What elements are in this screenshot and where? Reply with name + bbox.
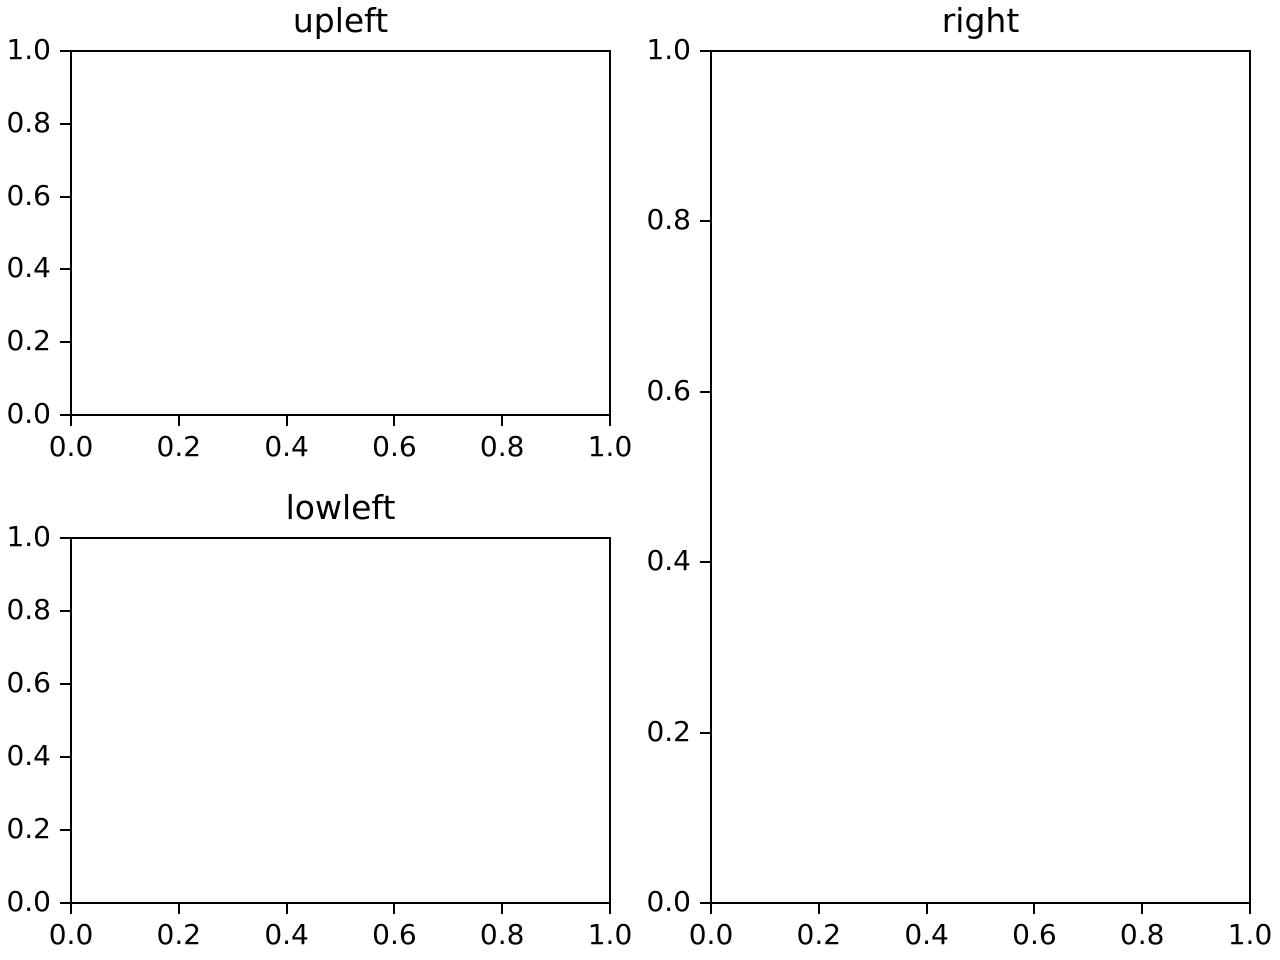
y-tick-label: 0.8: [6, 105, 51, 139]
subplot-lowleft-plot-area: [70, 537, 611, 904]
subplot-title-lowleft: lowleft: [285, 488, 396, 527]
x-tick-label: 0.2: [156, 430, 202, 463]
x-tick: [710, 904, 712, 914]
x-tick: [285, 416, 288, 426]
x-tick: [609, 904, 611, 914]
y-tick-label: 0.0: [646, 885, 691, 918]
x-tick-label: 0.0: [688, 918, 734, 951]
y-tick-label: 0.8: [6, 593, 51, 626]
x-tick: [177, 416, 180, 426]
x-tick: [285, 904, 288, 914]
x-tick-label: 1.0: [1227, 918, 1273, 951]
y-tick: [700, 220, 710, 223]
y-tick-label: 0.6: [6, 666, 51, 699]
x-tick: [177, 904, 180, 914]
x-tick: [1033, 904, 1036, 914]
x-tick-label: 0.6: [372, 430, 417, 463]
y-tick: [60, 829, 70, 831]
x-tick: [1249, 904, 1251, 914]
y-tick-label: 0.0: [6, 397, 51, 430]
y-tick: [700, 902, 710, 904]
y-tick: [700, 390, 710, 393]
x-tick-label: 1.0: [587, 918, 633, 951]
x-tick: [393, 416, 396, 426]
x-tick-label: 0.4: [904, 918, 949, 951]
x-tick-label: 0.6: [1012, 918, 1057, 951]
x-tick-label: 0.8: [1119, 918, 1165, 951]
y-tick-label: 0.4: [6, 739, 51, 772]
x-tick-label: 0.8: [479, 918, 525, 951]
x-tick-label: 0.8: [479, 430, 525, 463]
x-tick-label: 0.2: [156, 918, 202, 951]
y-tick: [700, 561, 710, 564]
y-tick-label: 0.0: [6, 885, 51, 918]
y-tick: [60, 756, 70, 758]
y-tick: [700, 731, 710, 734]
y-tick: [60, 610, 70, 612]
y-tick-label: 0.2: [6, 812, 51, 845]
y-tick: [60, 341, 70, 344]
x-tick-label: 0.0: [48, 430, 94, 463]
x-tick: [70, 904, 72, 914]
y-tick-label: 0.6: [646, 373, 691, 407]
y-tick: [60, 414, 70, 416]
x-tick-label: 0.4: [264, 430, 309, 463]
x-tick-label: 0.6: [372, 918, 417, 951]
y-tick-label: 0.2: [646, 714, 691, 748]
subplot-title-right: right: [941, 1, 1020, 40]
y-tick-label: 1.0: [6, 520, 51, 553]
x-tick: [817, 904, 820, 914]
x-tick: [1141, 904, 1144, 914]
y-tick-label: 1.0: [6, 33, 51, 66]
y-tick-label: 0.6: [6, 178, 51, 212]
y-tick-label: 0.2: [6, 324, 51, 358]
y-tick-label: 0.4: [646, 544, 691, 578]
x-tick: [925, 904, 928, 914]
y-tick-label: 1.0: [646, 33, 691, 66]
x-tick-label: 1.0: [587, 430, 633, 463]
x-tick: [609, 416, 611, 426]
x-tick: [70, 416, 72, 426]
y-tick: [60, 195, 70, 198]
y-tick: [60, 50, 70, 52]
y-tick-label: 0.8: [646, 203, 691, 237]
y-tick: [60, 683, 70, 685]
x-tick: [501, 416, 504, 426]
y-tick: [60, 122, 70, 125]
x-tick: [501, 904, 504, 914]
y-tick: [60, 902, 70, 904]
y-tick: [60, 537, 70, 539]
x-tick-label: 0.2: [796, 918, 842, 951]
x-tick-label: 0.4: [264, 918, 309, 951]
y-tick: [700, 50, 710, 52]
x-tick: [393, 904, 396, 914]
subplot-upleft-plot-area: [70, 50, 611, 416]
y-tick: [60, 268, 70, 271]
y-tick-label: 0.4: [6, 251, 51, 285]
subplot-title-upleft: upleft: [292, 1, 389, 40]
subplot-right-plot-area: [710, 50, 1251, 904]
x-tick-label: 0.0: [48, 918, 94, 951]
